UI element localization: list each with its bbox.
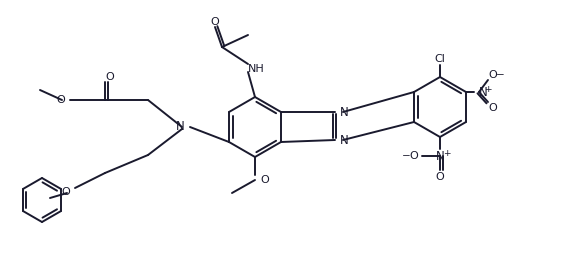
Text: +: + — [443, 149, 451, 157]
Text: +: + — [484, 85, 492, 93]
Text: N: N — [479, 86, 488, 99]
Text: Cl: Cl — [435, 54, 445, 64]
Text: N: N — [436, 150, 444, 163]
Text: O: O — [56, 95, 65, 105]
Text: O: O — [106, 72, 114, 82]
Text: O: O — [488, 70, 497, 80]
Text: O: O — [410, 151, 418, 161]
Text: −: − — [402, 151, 410, 161]
Text: O: O — [488, 103, 497, 113]
Text: O: O — [260, 175, 269, 185]
Text: O: O — [61, 187, 70, 197]
Text: N: N — [176, 120, 185, 134]
Text: N: N — [340, 134, 349, 147]
Text: O: O — [211, 17, 219, 27]
Text: −: − — [495, 70, 505, 80]
Text: O: O — [436, 172, 444, 182]
Text: NH: NH — [247, 64, 265, 74]
Text: N: N — [340, 105, 349, 119]
